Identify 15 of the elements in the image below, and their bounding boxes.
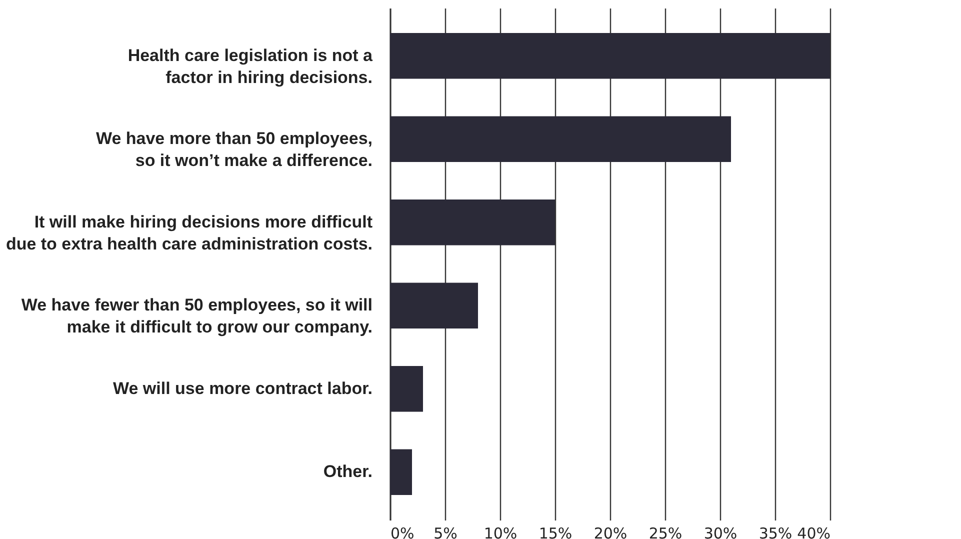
- y-tick-label: We have fewer than 50 employees, so it will make it difficult to grow our company.: [21, 296, 372, 337]
- x-tick-label: 15%: [538, 524, 572, 539]
- x-tick-label: 0%: [390, 524, 414, 539]
- x-tick-label: 5%: [434, 524, 458, 539]
- y-tick-label: Other.: [323, 462, 372, 482]
- y-tick-label: We have more than 50 employees, so it won’t make a difference.: [96, 129, 372, 170]
- x-tick-label: 25%: [648, 524, 682, 539]
- x-tick-label: 10%: [484, 524, 518, 539]
- y-tick-label: Health care legislation is not a factor in hiring decisions.: [128, 46, 374, 87]
- x-tick-label: 35%: [758, 524, 792, 539]
- x-tick-label: 40%: [797, 524, 830, 539]
- x-tick-label: 20%: [594, 524, 628, 539]
- y-tick-label: It will make hiring decisions more difficult due to extra health care administration costs.: [6, 212, 373, 254]
- x-tick-label: 30%: [704, 524, 738, 539]
- y-tick-label: We will use more contract labor.: [113, 378, 372, 398]
